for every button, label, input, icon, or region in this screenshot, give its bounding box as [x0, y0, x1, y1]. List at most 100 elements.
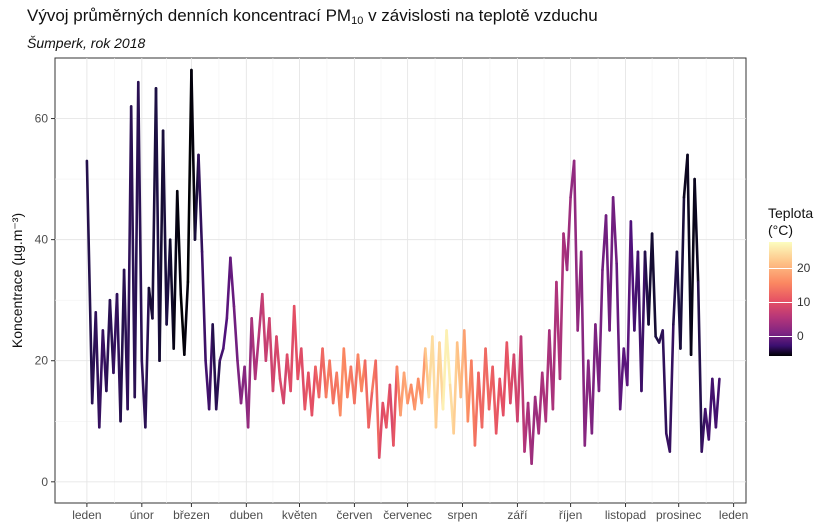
series-segment	[190, 68, 197, 241]
legend-tick-label: 20	[797, 261, 811, 275]
series-segment	[434, 341, 441, 429]
series-segment	[268, 317, 275, 393]
chart-subtitle: Šumperk, rok 2018	[27, 35, 146, 51]
series-segment	[183, 280, 190, 356]
x-tick-label: květen	[282, 508, 317, 522]
series-segment	[328, 359, 335, 405]
series-segment	[505, 341, 512, 405]
series-segment	[282, 353, 289, 405]
series-segment	[186, 68, 193, 284]
series-segment	[175, 189, 183, 296]
series-segment	[253, 335, 261, 381]
title-subscript: 10	[351, 15, 364, 27]
series-segment	[530, 395, 537, 465]
series-segment	[618, 347, 626, 411]
legend-title-line1: Teplota	[768, 205, 814, 221]
x-tick-label: únor	[130, 508, 154, 522]
x-tick-label: duben	[230, 508, 263, 522]
y-tick-label: 20	[35, 354, 49, 368]
series-segment	[399, 371, 406, 417]
series-segment	[714, 377, 721, 429]
legend-tick-mark	[769, 268, 792, 269]
legend-title-line2: (°C)	[768, 222, 794, 238]
series-segment	[161, 129, 168, 326]
series-segment	[441, 329, 448, 411]
series-segment	[565, 195, 572, 272]
series-segment	[292, 304, 300, 381]
series-segment	[246, 317, 253, 429]
series-segment	[105, 298, 112, 393]
series-segment	[214, 359, 222, 411]
series-segment	[363, 359, 370, 429]
series-segment	[572, 159, 579, 332]
x-tick-label: březen	[173, 508, 210, 522]
series-segment	[494, 377, 502, 435]
series-segment	[615, 262, 622, 411]
legend-colorbar	[769, 242, 792, 356]
series-segment	[707, 377, 714, 441]
series-segment	[597, 268, 604, 393]
series-segment	[232, 304, 239, 363]
series-segment	[480, 347, 487, 429]
legend-title: Teplota (°C)	[768, 205, 813, 239]
series-segment	[579, 250, 587, 447]
series-segment	[310, 365, 317, 417]
series-segment	[462, 329, 470, 423]
series-segment	[558, 232, 565, 381]
x-tick-label: srpen	[447, 508, 477, 522]
x-tick-label: listopad	[605, 508, 646, 522]
series-segment	[342, 347, 349, 399]
title-rest: v závislosti na teplotě vzduchu	[363, 6, 598, 25]
y-tick-label: 60	[35, 112, 49, 126]
legend-tick-mark	[769, 336, 792, 337]
series-segment	[353, 353, 360, 405]
series-segment	[625, 220, 633, 387]
series-segment	[211, 323, 218, 411]
series-segment	[225, 256, 232, 320]
series-segment	[222, 317, 229, 350]
series-segment	[374, 359, 381, 459]
series-segment	[271, 335, 278, 393]
y-tick-label: 40	[35, 233, 49, 247]
series-segment	[413, 377, 420, 411]
x-tick-label: říjen	[559, 508, 582, 522]
series-segment	[452, 341, 459, 435]
series-segment	[608, 195, 615, 332]
series-segment	[321, 347, 328, 399]
series-segment	[696, 280, 704, 453]
series-segment	[491, 365, 498, 435]
series-segment	[519, 335, 526, 453]
x-tick-label: prosinec	[656, 508, 701, 522]
series-segment	[275, 335, 282, 381]
chart-title: Vývoj průměrných denních koncentrací PM1…	[27, 6, 598, 27]
series-segment	[260, 292, 268, 363]
legend-tick-mark	[769, 302, 792, 303]
series-segment	[640, 250, 647, 393]
series-segment	[338, 347, 346, 417]
series-segment	[700, 407, 707, 453]
series-segment	[172, 189, 179, 350]
series-segment	[250, 317, 257, 381]
series-segment	[611, 195, 618, 266]
x-tick-label: leden	[72, 508, 101, 522]
series-segment	[367, 389, 374, 429]
series-segment	[97, 329, 105, 429]
series-segment	[484, 347, 491, 411]
series-segment	[299, 347, 307, 411]
series-segment	[551, 280, 558, 411]
series-segment	[661, 329, 668, 435]
legend-tick-label: 10	[797, 295, 811, 309]
y-tick-label: 0	[41, 475, 48, 489]
series-segment	[402, 371, 409, 405]
series-segment	[689, 177, 696, 356]
series-segment	[473, 371, 480, 447]
x-tick-label: září	[507, 508, 528, 522]
series-segment	[197, 153, 204, 254]
series-segment	[200, 250, 207, 363]
title-main: Vývoj průměrných denních koncentrací PM	[27, 6, 352, 25]
series-segment	[668, 323, 675, 453]
legend-tick-label: 0	[797, 329, 804, 343]
x-tick-label: červen	[336, 508, 372, 522]
series-segment	[537, 371, 544, 435]
